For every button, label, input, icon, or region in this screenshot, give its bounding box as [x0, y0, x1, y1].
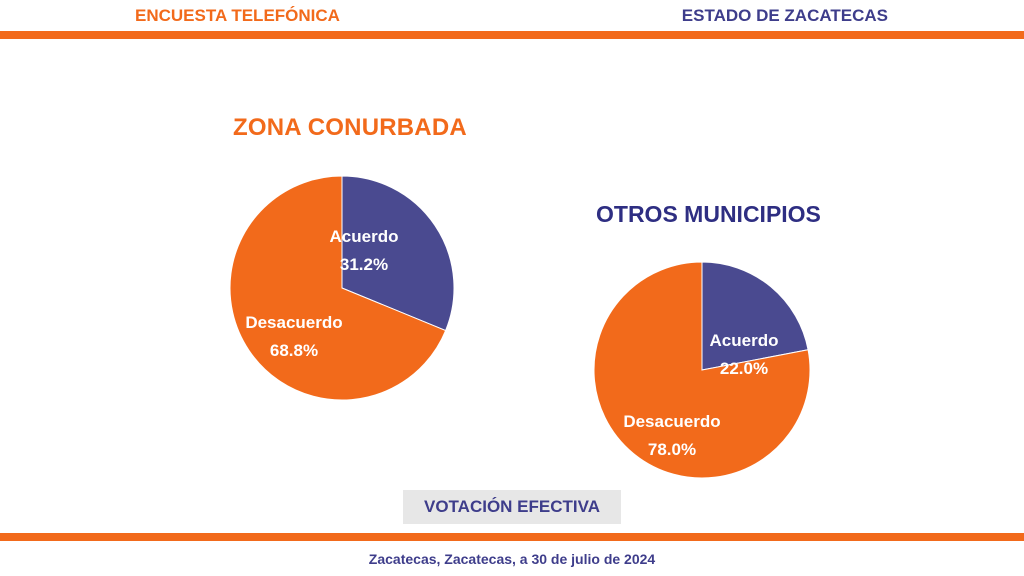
pie-chart-otros-municipios: Acuerdo 22.0% Desacuerdo 78.0%: [593, 261, 811, 479]
pie-chart-zona-conurbada: Acuerdo 31.2% Desacuerdo 68.8%: [229, 175, 455, 401]
pie-slice-desacuerdo: [229, 175, 447, 401]
chart-title-otros-municipios: OTROS MUNICIPIOS: [596, 201, 821, 227]
bottom-divider: [0, 533, 1024, 541]
slice-label-acuerdo: Acuerdo: [330, 227, 399, 246]
votacion-efectiva-badge: VOTACIÓN EFECTIVA: [403, 490, 621, 524]
slice-value-acuerdo: 31.2%: [340, 255, 388, 274]
chart-title-zona-conurbada: ZONA CONURBADA: [233, 114, 467, 141]
pie-slice-acuerdo: [701, 261, 809, 371]
pie-slice-desacuerdo: [593, 261, 811, 479]
top-divider: [0, 31, 1024, 39]
slice-label-desacuerdo: Desacuerdo: [245, 313, 342, 332]
slice-label-desacuerdo: Desacuerdo: [623, 412, 720, 431]
slice-value-acuerdo: 22.0%: [720, 359, 768, 378]
header-state: ESTADO DE ZACATECAS: [681, 6, 888, 25]
footer-date-location: Zacatecas, Zacatecas, a 30 de julio de 2…: [368, 551, 656, 567]
slice-label-acuerdo: Acuerdo: [710, 331, 779, 350]
slice-value-desacuerdo: 68.8%: [270, 341, 318, 360]
pie-slice-acuerdo: [341, 175, 455, 332]
header-survey-type: ENCUESTA TELEFÓNICA: [135, 6, 340, 25]
slice-value-desacuerdo: 78.0%: [648, 440, 696, 459]
